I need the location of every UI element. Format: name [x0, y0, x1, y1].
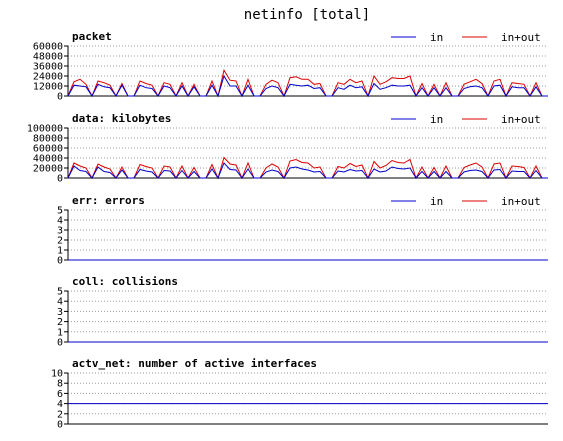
y-tick-label: 2	[57, 236, 63, 247]
y-tick-label: 3	[57, 226, 63, 237]
legend-label: in	[430, 113, 443, 126]
panel-title: actv_net: number of active interfaces	[72, 357, 317, 370]
y-tick-label: 0	[57, 92, 63, 103]
y-tick-label: 4	[57, 399, 63, 410]
series-line	[67, 162, 548, 180]
panel-title: data: kilobytes	[72, 112, 171, 125]
y-tick-label: 24000	[33, 72, 63, 83]
y-tick-label: 12000	[33, 82, 63, 93]
y-tick-label: 8	[57, 379, 63, 390]
y-tick-label: 1	[57, 246, 63, 257]
chart-title: netinfo [total]	[244, 7, 370, 23]
legend: in in+out	[391, 113, 541, 126]
y-tick-label: 100000	[27, 124, 63, 135]
y-tick-label: 5	[57, 206, 63, 217]
y-tick-label: 48000	[33, 52, 63, 63]
y-tick-label: 6	[57, 389, 63, 400]
panel-5: actv_net: number of active interfaces 024…	[51, 357, 548, 431]
y-tick-label: 4	[57, 297, 63, 308]
panels: packet in in+out01200024000360004800060000…	[27, 30, 548, 431]
y-tick-label: 3	[57, 307, 63, 318]
legend-label: in	[430, 31, 443, 44]
y-tick-label: 1	[57, 327, 63, 338]
series-line	[67, 156, 548, 180]
panel-title: err: errors	[72, 194, 145, 207]
y-tick-label: 10	[51, 369, 63, 380]
series-line	[67, 74, 548, 98]
legend-label: in+out	[501, 195, 541, 208]
y-tick-label: 2	[57, 409, 63, 420]
y-tick-label: 4	[57, 216, 63, 227]
y-tick-label: 60000	[33, 42, 63, 53]
y-tick-label: 36000	[33, 62, 63, 73]
legend-label: in	[430, 195, 443, 208]
panel-title: coll: collisions	[72, 275, 178, 288]
y-tick-label: 20000	[33, 164, 63, 175]
y-tick-label: 0	[57, 256, 63, 267]
y-tick-label: 0	[57, 420, 63, 431]
y-tick-label: 0	[57, 338, 63, 349]
series-line	[67, 68, 548, 98]
y-tick-label: 40000	[33, 154, 63, 165]
y-tick-label: 60000	[33, 144, 63, 155]
legend: in in+out	[391, 31, 541, 44]
y-tick-label: 80000	[33, 134, 63, 145]
panel-title: packet	[72, 30, 112, 43]
y-tick-label: 0	[57, 174, 63, 185]
legend-label: in+out	[501, 113, 541, 126]
legend-label: in+out	[501, 31, 541, 44]
legend: in in+out	[391, 195, 541, 208]
y-tick-label: 2	[57, 317, 63, 328]
panel-2: data: kilobytes in in+out 02000040000600008…	[27, 112, 548, 185]
y-tick-label: 5	[57, 287, 63, 298]
